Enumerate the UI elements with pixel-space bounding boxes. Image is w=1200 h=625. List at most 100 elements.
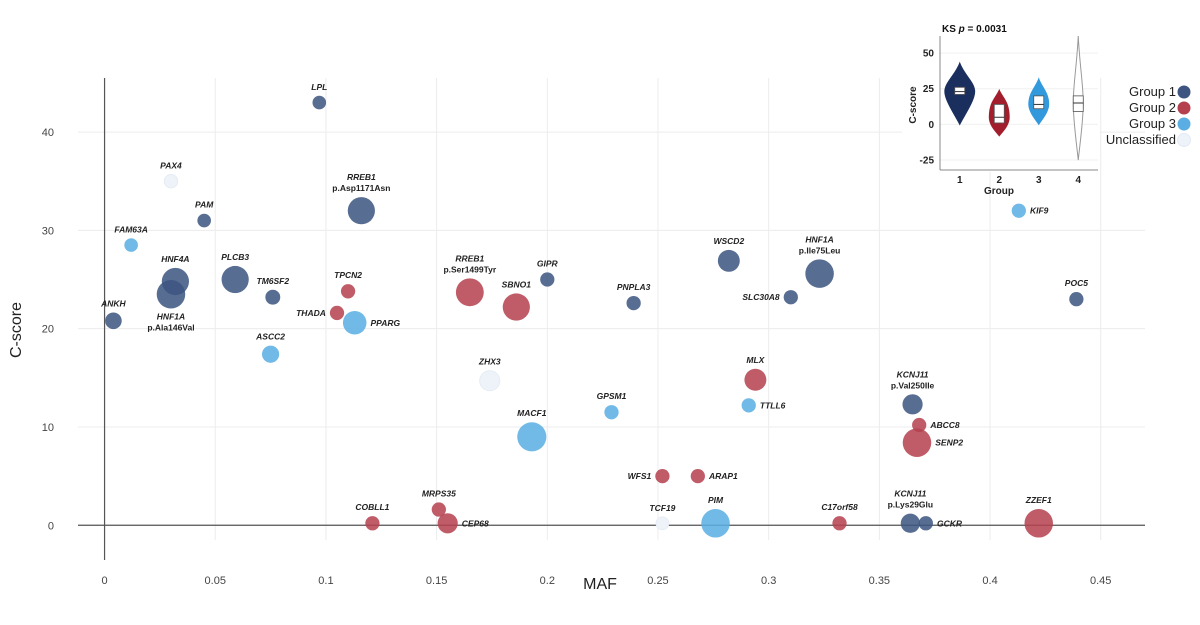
bubble-slc30a8: [783, 290, 798, 305]
legend-label-group-3: Group 3: [1129, 116, 1176, 131]
legend-label-group-2: Group 2: [1129, 100, 1176, 115]
inset-title: KS p = 0.0031: [942, 24, 1007, 35]
label-poc5: POC5: [1065, 278, 1088, 288]
label-tcf19: TCF19: [649, 503, 675, 513]
label-hnf4a: HNF4A: [161, 254, 189, 264]
label-pax4: PAX4: [160, 160, 182, 170]
inset-x-tick-label: 1: [957, 175, 963, 186]
inset-x-axis-title: Group: [984, 186, 1014, 197]
inset-x-tick-label: 4: [1075, 175, 1081, 186]
bubble-kcnj11-p-lys29glu: [900, 513, 920, 533]
violin-box-2: [993, 104, 1005, 124]
legend-marker-group-2: [1177, 101, 1191, 115]
violin-box-4: [1072, 95, 1084, 112]
y-tick-label: 0: [48, 520, 54, 532]
bubble-gipr: [540, 272, 555, 287]
label-hnf1a-p-ala146val-variant: p.Ala146Val: [147, 323, 194, 333]
inset-y-axis-title: C-score: [908, 86, 919, 124]
label-ankh: ANKH: [100, 298, 126, 308]
bubble-tpcn2: [340, 284, 356, 299]
legend-marker-group-3: [1177, 117, 1191, 131]
x-tick-label: 0.05: [205, 575, 226, 587]
bubble-macf1: [517, 422, 547, 452]
label-abcc8: ABCC8: [929, 420, 960, 430]
bubble-tm6sf2: [265, 289, 281, 305]
label-hnf1a-p-ala146val-gene: HNF1A: [157, 312, 185, 322]
label-kcnj11-p-lys29glu-gene: KCNJ11: [894, 489, 926, 499]
bubble-rreb1-p-asp1171asn: [347, 197, 375, 225]
bubble-cobll1: [365, 516, 380, 531]
bubble-sbno1: [502, 293, 530, 321]
bubble-gpsm1: [604, 405, 619, 420]
bubble-pim: [701, 509, 730, 538]
y-tick-label: 40: [42, 127, 54, 139]
label-wfs1: WFS1: [628, 471, 652, 481]
bubble-mrps35: [431, 502, 446, 517]
label-kcnj11-p-val250ile-gene: KCNJ11: [897, 369, 929, 379]
label-pam: PAM: [195, 200, 214, 210]
label-hnf1a-p-ile75leu-variant: p.Ile75Leu: [799, 245, 841, 255]
x-axis-title: MAF: [583, 576, 617, 593]
label-mlx: MLX: [746, 355, 765, 365]
x-tick-label: 0.3: [761, 575, 776, 587]
x-tick-label: 0.4: [982, 575, 997, 587]
bubble-hnf4a: [161, 267, 190, 296]
x-tick-label: 0.25: [647, 575, 668, 587]
bubble-kcnj11-p-val250ile: [902, 394, 923, 415]
y-tick-label: 30: [42, 225, 54, 237]
legend-label-group-1: Group 1: [1129, 84, 1176, 99]
bubble-kif9: [1011, 203, 1026, 218]
x-tick-label: 0.1: [318, 575, 333, 587]
legend-label-unclassified: Unclassified: [1106, 132, 1176, 147]
label-ttll6: TTLL6: [760, 400, 786, 410]
bubble-pam: [197, 213, 211, 228]
label-zhx3: ZHX3: [478, 357, 501, 367]
bubble-zzef1: [1024, 509, 1054, 538]
label-kcnj11-p-lys29glu-variant: p.Lys29Glu: [888, 500, 934, 510]
inset-x-tick-label: 3: [1036, 175, 1042, 186]
label-kcnj11-p-val250ile-variant: p.Val250Ile: [891, 380, 935, 390]
label-hnf1a-p-ile75leu-gene: HNF1A: [805, 234, 833, 244]
x-tick-label: 0: [102, 575, 108, 587]
label-tm6sf2: TM6SF2: [257, 276, 290, 286]
bubble-tcf19: [655, 516, 670, 531]
bubbles-layer: [105, 95, 1084, 538]
label-rreb1-p-asp1171asn-variant: p.Asp1171Asn: [332, 183, 390, 193]
bubble-mlx: [744, 368, 767, 391]
label-rreb1-p-asp1171asn-gene: RREB1: [347, 172, 376, 182]
y-tick-label: 20: [42, 324, 54, 336]
bubble-fam63a: [124, 238, 138, 252]
bubble-c17orf58: [832, 516, 847, 531]
x-tick-label: 0.15: [426, 575, 447, 587]
label-arap1: ARAP1: [708, 471, 738, 481]
bubble-plcb3: [221, 265, 249, 294]
y-tick-label: 10: [42, 422, 54, 434]
bubble-pnpla3: [626, 295, 641, 311]
label-cobll1: COBLL1: [355, 502, 389, 512]
bubble-zhx3: [479, 370, 501, 392]
label-rreb1-p-ser1499tyr-variant: p.Ser1499Tyr: [443, 264, 496, 274]
label-lpl: LPL: [311, 82, 327, 92]
label-fam63a: FAM63A: [114, 224, 148, 234]
label-pparg: PPARG: [370, 318, 400, 328]
label-cep68: CEP68: [462, 518, 489, 528]
bubble-pparg: [342, 310, 367, 335]
inset-y-tick-label: 0: [928, 120, 934, 131]
violin-box-3: [1033, 95, 1045, 110]
label-sbno1: SBNO1: [502, 279, 532, 289]
bubble-lpl: [312, 95, 327, 110]
bubble-cep68: [437, 513, 458, 534]
label-plcb3: PLCB3: [221, 252, 249, 262]
bubble-arap1: [690, 468, 705, 484]
label-pnpla3: PNPLA3: [617, 282, 651, 292]
label-zzef1: ZZEF1: [1025, 495, 1052, 505]
label-kif9: KIF9: [1030, 206, 1049, 216]
bubble-wfs1: [655, 468, 670, 484]
bubble-abcc8: [912, 417, 927, 433]
label-gpsm1: GPSM1: [597, 391, 627, 401]
x-tick-label: 0.2: [540, 575, 555, 587]
inset-x-tick-label: 2: [996, 175, 1002, 186]
axes: 0 0.05 0.1 0.15 0.2 0.25 0.3 0.35 0.4 0.450102030…: [8, 78, 1145, 593]
label-pim: PIM: [708, 495, 724, 505]
